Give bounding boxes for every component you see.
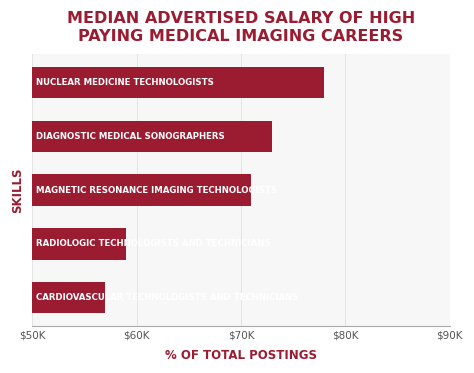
Text: RADIOLOGIC TECHNOLOGISTS AND TECHNICIANS: RADIOLOGIC TECHNOLOGISTS AND TECHNICIANS [36, 239, 270, 248]
Text: DIAGNOSTIC MEDICAL SONOGRAPHERS: DIAGNOSTIC MEDICAL SONOGRAPHERS [36, 132, 224, 141]
Bar [32, 67, 325, 98]
Y-axis label: SKILLS: SKILLS [11, 167, 24, 213]
Text: MAGNETIC RESONANCE IMAGING TECHNOLOGISTS: MAGNETIC RESONANCE IMAGING TECHNOLOGISTS [36, 185, 277, 195]
Bar [32, 228, 126, 260]
Text: NUCLEAR MEDICINE TECHNOLOGISTS: NUCLEAR MEDICINE TECHNOLOGISTS [36, 78, 213, 87]
Text: CARDIOVASCULAR TECHNOLOGISTS AND TECHNICIANS: CARDIOVASCULAR TECHNOLOGISTS AND TECHNIC… [36, 293, 298, 302]
X-axis label: % OF TOTAL POSTINGS: % OF TOTAL POSTINGS [165, 349, 317, 362]
Title: MEDIAN ADVERTISED SALARY OF HIGH
PAYING MEDICAL IMAGING CAREERS: MEDIAN ADVERTISED SALARY OF HIGH PAYING … [67, 11, 415, 44]
Bar [32, 175, 252, 206]
Bar [32, 282, 105, 313]
Bar [32, 120, 273, 152]
